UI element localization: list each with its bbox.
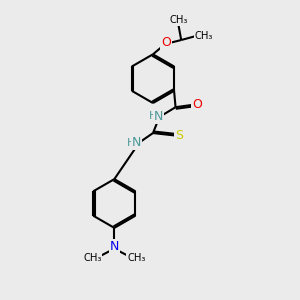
Text: N: N [110, 240, 119, 253]
Text: CH₃: CH₃ [127, 253, 146, 263]
Text: H: H [127, 138, 136, 148]
Text: H: H [149, 111, 157, 121]
Text: O: O [161, 37, 171, 50]
Text: S: S [176, 129, 183, 142]
Text: CH₃: CH₃ [169, 15, 188, 25]
Text: N: N [154, 110, 163, 123]
Text: O: O [192, 98, 202, 111]
Text: CH₃: CH₃ [83, 253, 101, 263]
Text: N: N [132, 136, 141, 149]
Text: CH₃: CH₃ [194, 31, 213, 40]
